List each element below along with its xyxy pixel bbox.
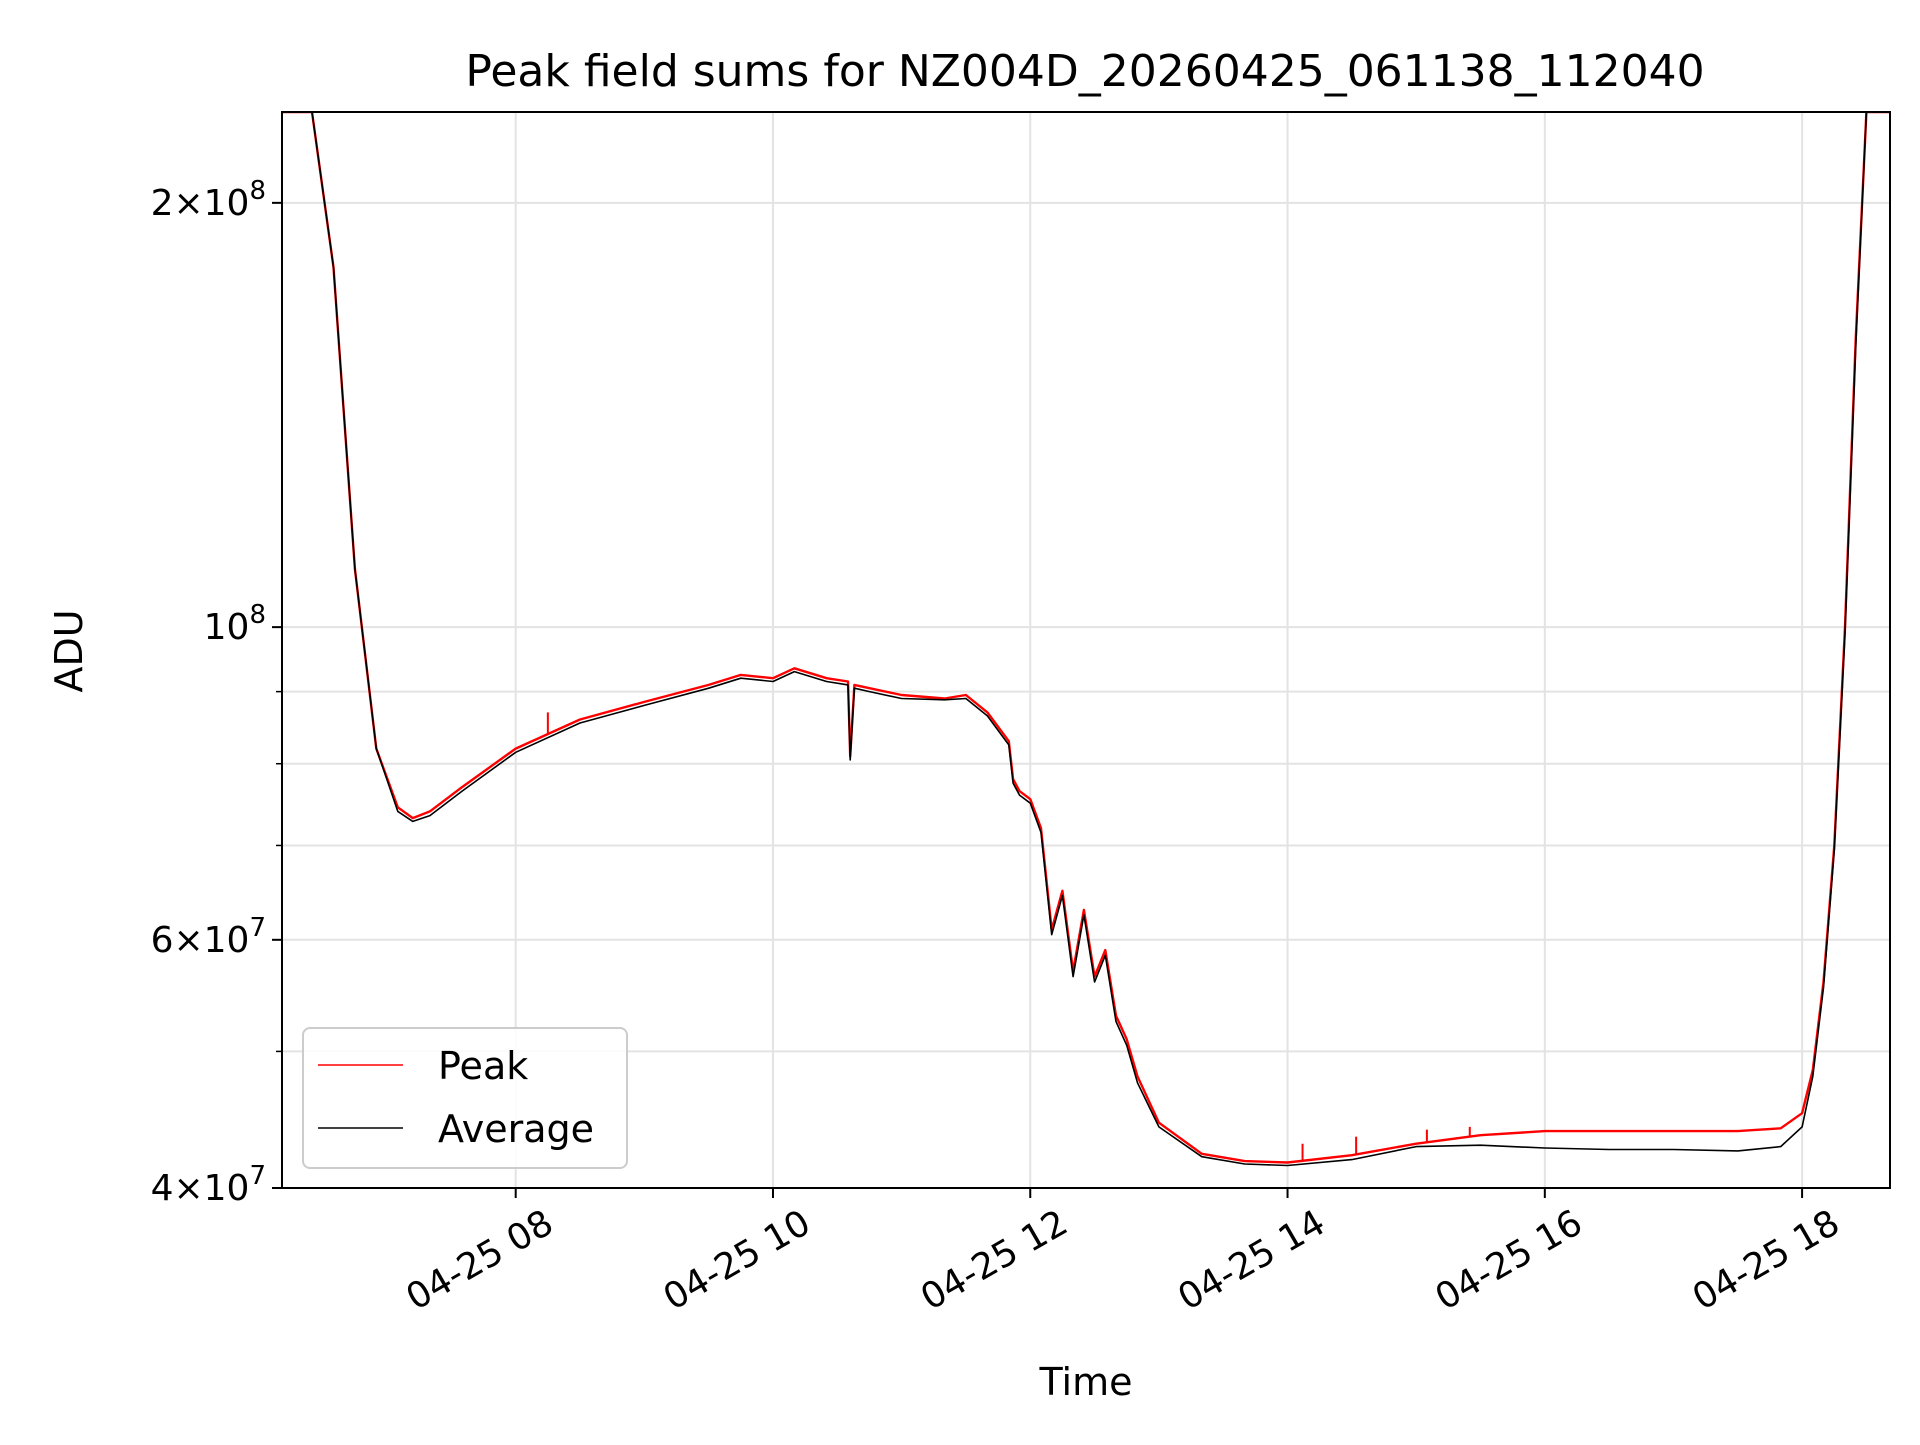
plot-frame [281,111,1891,1189]
legend: Peak Average [302,1027,628,1169]
y-tick-label: 2×108 [151,176,266,224]
y-tick-label: 6×107 [151,913,266,961]
series-line-peak [282,112,1890,1164]
chart-title: Peak field sums for NZ004D_20260425_0611… [465,46,1704,97]
y-axis-label: ADU [47,609,91,692]
y-tick-label: 108 [204,600,266,648]
series-layer [282,112,1890,1167]
series-line-average [282,112,1890,1167]
x-axis-label: Time [1039,1360,1133,1404]
legend-box [302,1027,628,1169]
legend-label-peak: Peak [438,1044,528,1088]
legend-label-average: Average [438,1107,594,1151]
y-tick-label: 4×107 [151,1161,266,1209]
